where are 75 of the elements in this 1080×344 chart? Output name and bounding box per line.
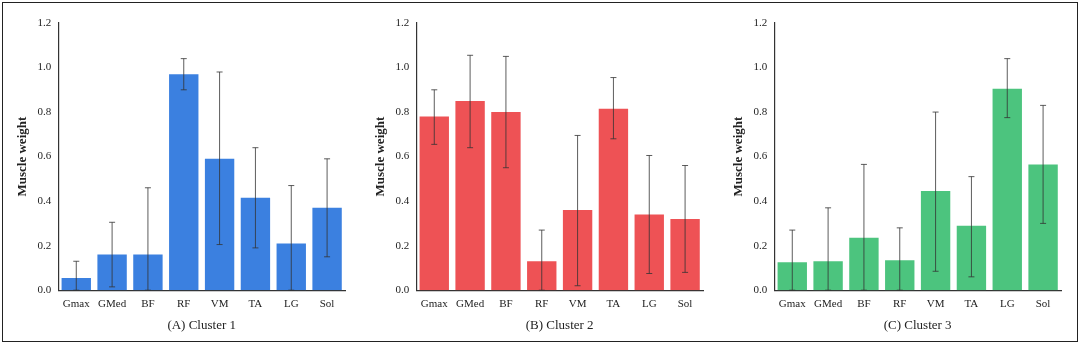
x-tick-label: LG — [999, 296, 1015, 309]
y-tick-label: 0.2 — [753, 238, 768, 251]
y-axis-title: Muscle weight — [730, 116, 746, 197]
y-tick-label: 1.2 — [395, 15, 410, 28]
y-tick-label: 0.2 — [37, 238, 52, 251]
bar — [670, 218, 700, 291]
x-tick-label: GMed — [456, 296, 485, 309]
x-tick-label: LG — [283, 296, 299, 309]
bar — [598, 108, 629, 291]
x-axis-title: (C) Cluster 3 — [883, 316, 952, 332]
y-tick-label: 0.8 — [37, 104, 52, 117]
x-axis-title: (A) Cluster 1 — [167, 316, 236, 332]
bar — [885, 260, 915, 291]
bar — [133, 254, 163, 291]
x-tick-label: GMed — [98, 296, 127, 309]
y-axis-title: Muscle weight — [14, 116, 30, 197]
x-tick-label: Gmax — [62, 296, 91, 309]
bar — [813, 261, 843, 291]
x-tick-label: BF — [857, 296, 871, 309]
bar — [527, 261, 557, 291]
y-tick-label: 0.2 — [395, 238, 410, 251]
x-tick-label: RF — [177, 296, 191, 309]
bar — [455, 100, 485, 291]
x-tick-label: VM — [568, 296, 587, 309]
y-tick-label: 1.0 — [395, 60, 410, 73]
y-tick-label: 0.0 — [753, 283, 768, 296]
y-tick-label: 0.4 — [753, 194, 768, 207]
x-tick-label: GMed — [814, 296, 843, 309]
bar — [849, 237, 879, 291]
y-tick-label: 0.6 — [395, 149, 410, 162]
bar — [312, 207, 342, 291]
x-tick-label: TA — [248, 296, 263, 309]
bar — [992, 88, 1022, 291]
y-tick-label: 1.2 — [753, 15, 768, 28]
y-tick-label: 0.8 — [753, 104, 768, 117]
x-tick-label: BF — [499, 296, 513, 309]
x-tick-label: Sol — [319, 296, 335, 309]
x-tick-label: LG — [641, 296, 657, 309]
x-tick-label: VM — [210, 296, 229, 309]
bar — [956, 225, 987, 291]
bar — [169, 74, 199, 291]
bar — [204, 158, 235, 291]
bar — [240, 197, 271, 291]
y-tick-label: 0.0 — [395, 283, 410, 296]
y-tick-label: 1.0 — [37, 60, 52, 73]
x-tick-label: BF — [141, 296, 155, 309]
bar — [491, 112, 521, 291]
x-tick-label: Sol — [677, 296, 693, 309]
y-tick-label: 0.0 — [37, 283, 52, 296]
x-tick-label: TA — [606, 296, 621, 309]
y-tick-label: 1.0 — [753, 60, 768, 73]
y-axis-title: Muscle weight — [372, 116, 388, 197]
x-tick-label: RF — [535, 296, 549, 309]
x-tick-label: VM — [926, 296, 945, 309]
y-tick-label: 0.6 — [753, 149, 768, 162]
x-tick-label: Gmax — [420, 296, 449, 309]
bar — [419, 116, 449, 291]
bar — [276, 243, 306, 291]
bar — [777, 262, 807, 291]
x-tick-label: TA — [964, 296, 979, 309]
bar — [920, 191, 951, 291]
y-tick-label: 0.8 — [395, 104, 410, 117]
y-tick-label: 0.4 — [395, 194, 410, 207]
bar — [562, 210, 593, 291]
y-tick-label: 1.2 — [37, 15, 52, 28]
bar — [97, 254, 127, 291]
bar — [1028, 164, 1058, 291]
x-tick-label: RF — [893, 296, 907, 309]
y-tick-label: 0.6 — [37, 149, 52, 162]
x-tick-label: Sol — [1035, 296, 1051, 309]
x-tick-label: Gmax — [778, 296, 807, 309]
bar — [634, 214, 664, 291]
bar — [61, 277, 91, 291]
x-axis-title: (B) Cluster 2 — [525, 316, 594, 332]
y-tick-label: 0.4 — [37, 194, 52, 207]
